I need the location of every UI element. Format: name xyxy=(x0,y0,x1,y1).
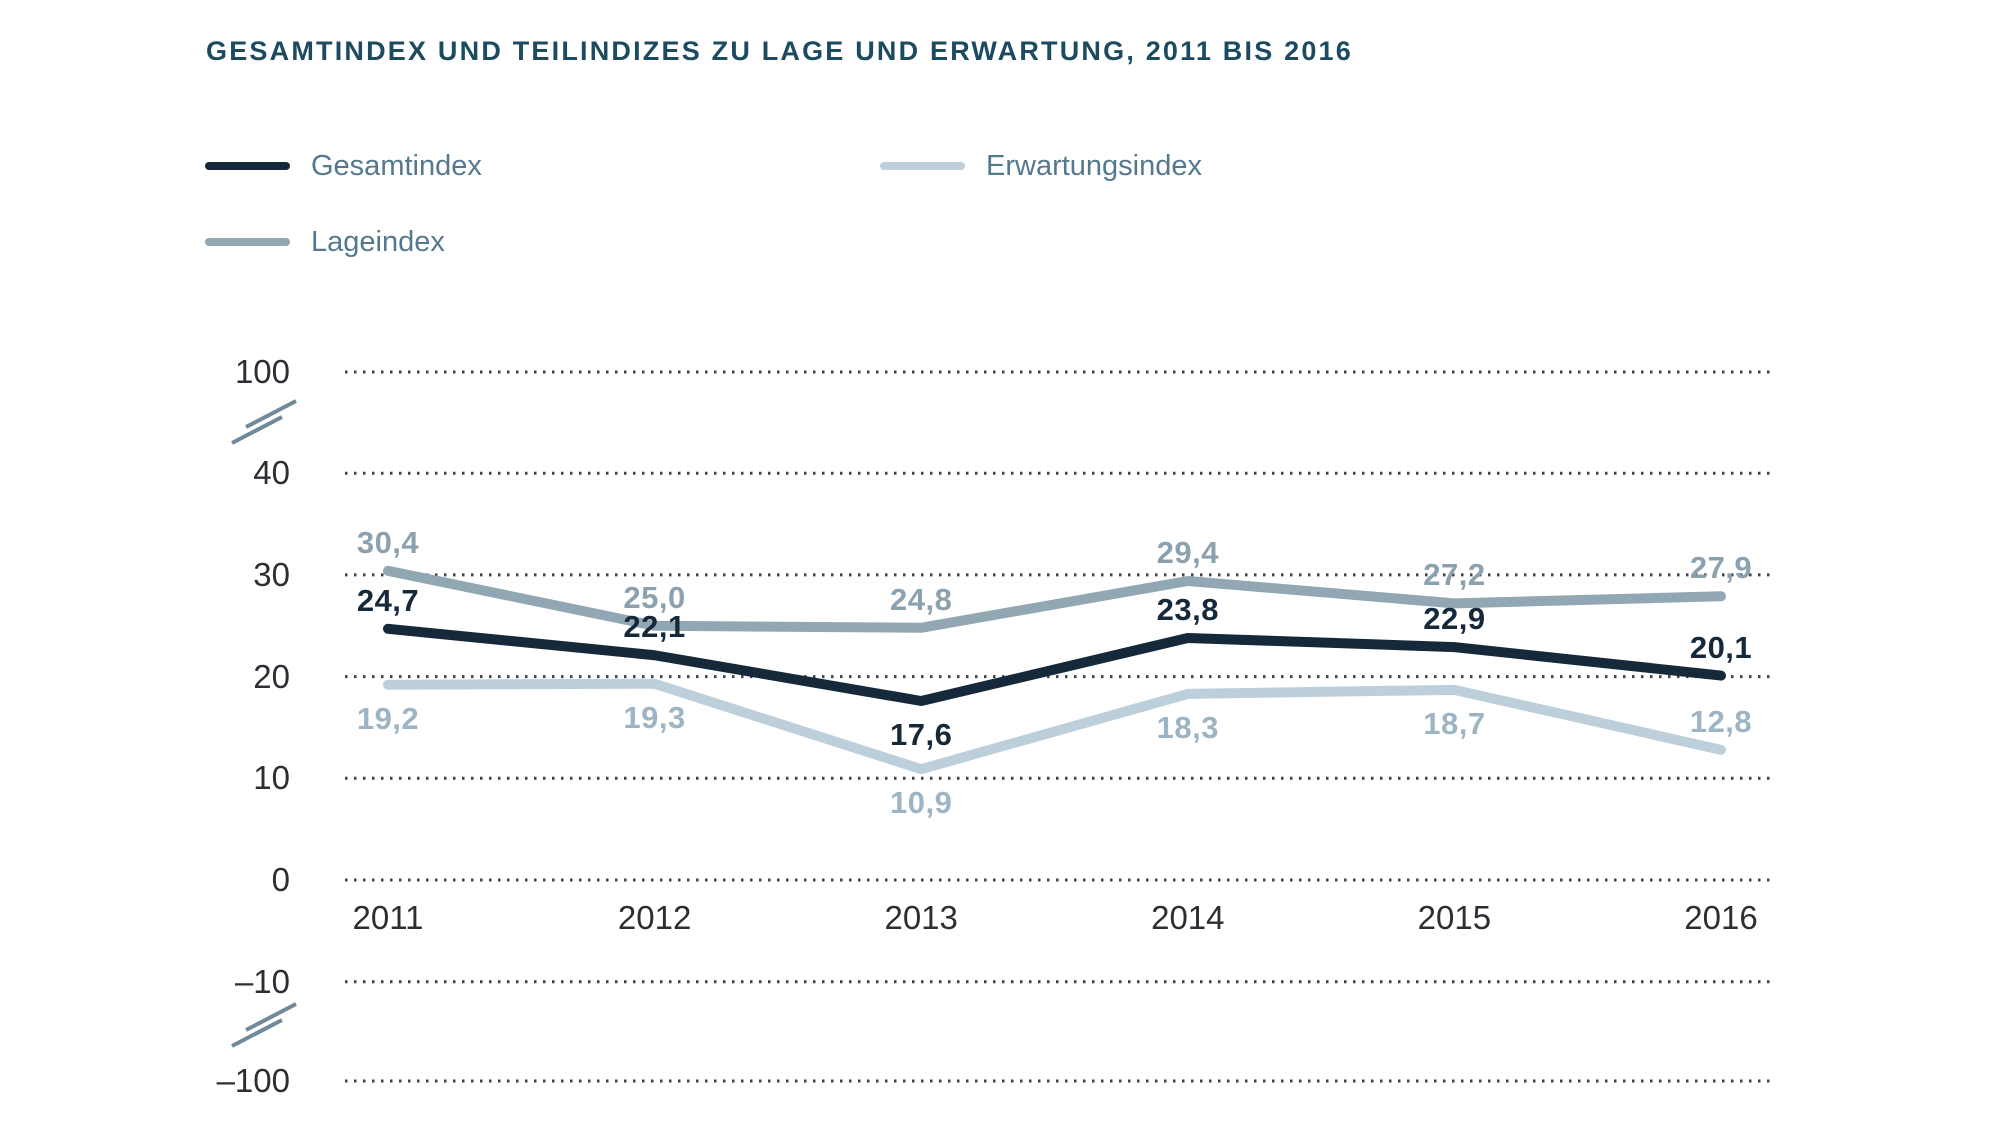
legend-item-gesamtindex: Gesamtindex xyxy=(205,148,482,184)
y-axis-tick-40: 40 xyxy=(253,454,290,492)
value-label-erwartungsindex-2013: 10,9 xyxy=(890,785,953,821)
y-axis-tick-30: 30 xyxy=(253,555,290,593)
value-label-lageindex-2012: 25,0 xyxy=(623,579,686,615)
value-label-gesamtindex-2015: 22,9 xyxy=(1423,601,1486,637)
value-label-lageindex-2015: 27,2 xyxy=(1423,557,1486,593)
axis-break-icon xyxy=(231,1018,283,1048)
y-axis-tick-–100: –100 xyxy=(216,1062,290,1099)
series-line-erwartungsindex xyxy=(383,678,1726,775)
value-label-lageindex-2014: 29,4 xyxy=(1156,535,1219,570)
value-label-gesamtindex-2016: 20,1 xyxy=(1689,629,1753,665)
axis-break-icon xyxy=(245,1002,297,1032)
value-label-erwartungsindex-2014: 18,3 xyxy=(1156,709,1219,745)
legend-label-lageindex: Lageindex xyxy=(311,225,445,258)
y-axis-tick-100: 100 xyxy=(234,353,290,390)
value-label-gesamtindex-2013: 17,6 xyxy=(890,717,953,752)
y-axis-tick-20: 20 xyxy=(253,657,290,695)
x-axis-tick-2016: 2016 xyxy=(1684,899,1758,936)
series-line-gesamtindex xyxy=(383,623,1726,707)
value-label-gesamtindex-2012: 22,1 xyxy=(623,609,686,645)
y-axis-tick-–10: –10 xyxy=(234,962,290,1000)
value-label-erwartungsindex-2015: 18,7 xyxy=(1423,705,1486,741)
x-axis-tick-2013: 2013 xyxy=(884,899,958,936)
value-label-erwartungsindex-2012: 19,3 xyxy=(623,699,686,735)
y-axis-tick-10: 10 xyxy=(253,759,290,797)
legend-item-erwartungsindex: Erwartungsindex xyxy=(880,148,1202,184)
value-label-gesamtindex-2011: 24,7 xyxy=(356,582,420,618)
x-axis-tick-2015: 2015 xyxy=(1417,899,1492,936)
value-label-lageindex-2013: 24,8 xyxy=(890,581,953,617)
legend-label-gesamtindex: Gesamtindex xyxy=(311,149,482,182)
axis-break-icon xyxy=(231,415,283,445)
value-label-lageindex-2011: 30,4 xyxy=(356,524,420,560)
erwartungsindex-line-swatch-icon xyxy=(880,162,965,170)
chart-title: GESAMTINDEX UND TEILINDIZES ZU LAGE UND … xyxy=(206,36,1353,66)
value-label-lageindex-2016: 27,9 xyxy=(1689,550,1753,586)
series-line-lageindex xyxy=(383,565,1726,633)
x-axis-tick-2012: 2012 xyxy=(617,899,692,936)
value-label-erwartungsindex-2011: 19,2 xyxy=(356,700,420,736)
x-axis-tick-2014: 2014 xyxy=(1151,899,1225,936)
gesamtindex-line-swatch-icon xyxy=(205,162,290,170)
legend-item-lageindex: Lageindex xyxy=(205,224,445,260)
axis-break-icon xyxy=(245,399,297,429)
x-axis-tick-2011: 2011 xyxy=(352,899,424,936)
value-label-erwartungsindex-2016: 12,8 xyxy=(1689,703,1753,739)
value-label-gesamtindex-2014: 23,8 xyxy=(1156,591,1219,627)
legend-label-erwartungsindex: Erwartungsindex xyxy=(986,149,1202,182)
lageindex-line-swatch-icon xyxy=(205,238,290,246)
y-axis-tick-0: 0 xyxy=(271,861,290,898)
